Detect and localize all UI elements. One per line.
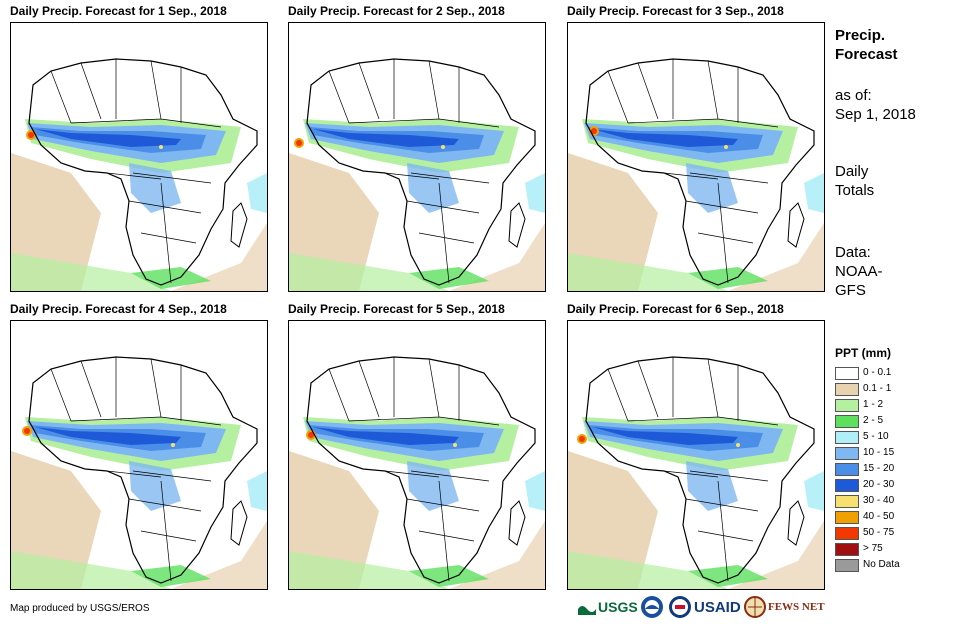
daily-line-2: Totals [835, 182, 875, 199]
legend-swatch [835, 399, 859, 412]
legend-swatch [835, 463, 859, 476]
fewsnet-logo-text: FEWS NET [768, 601, 825, 613]
legend-label: 0 - 0.1 [863, 367, 892, 378]
legend-item: 0.1 - 1 [835, 382, 965, 398]
data-line-1: Data: [835, 244, 871, 261]
usgs-wave-icon [578, 606, 596, 615]
legend-title: PPT (mm) [835, 346, 892, 360]
legend-item: 40 - 50 [835, 510, 965, 526]
legend-swatch [835, 415, 859, 428]
legend-label: 0.1 - 1 [863, 383, 892, 394]
legend-swatch [835, 367, 859, 380]
daily-line-1: Daily [835, 163, 869, 180]
forecast-map [567, 22, 825, 292]
usgs-logo-text: USGS [598, 599, 638, 615]
sidebar-heading: Precip. Forecast [835, 26, 898, 64]
panel-title: Daily Precip. Forecast for 4 Sep., 2018 [10, 302, 227, 316]
africa-map [11, 58, 267, 291]
legend-swatch [835, 511, 859, 524]
forecast-map [288, 22, 546, 292]
fewsnet-globe-icon [744, 596, 766, 618]
legend-item: > 75 [835, 542, 965, 558]
africa-map [289, 58, 545, 291]
legend-swatch [835, 495, 859, 508]
legend-item: 30 - 40 [835, 494, 965, 510]
legend-label: 10 - 15 [863, 447, 895, 458]
legend-swatch [835, 559, 859, 572]
panel-title: Daily Precip. Forecast for 6 Sep., 2018 [567, 302, 784, 316]
legend-swatch [835, 543, 859, 556]
forecast-map [10, 320, 268, 590]
forecast-map [10, 22, 268, 292]
forecast-map [288, 320, 546, 590]
legend-label: 30 - 40 [863, 495, 895, 506]
data-line-3: GFS [835, 282, 866, 299]
logo-strip: USGS USAID FEWS NET [578, 595, 828, 619]
usaid-logo-text: USAID [694, 598, 741, 616]
legend-item: 0 - 0.1 [835, 366, 965, 382]
legend-item: 10 - 15 [835, 446, 965, 462]
legend-item: 50 - 75 [835, 526, 965, 542]
africa-map [11, 356, 267, 589]
africa-map [289, 356, 545, 589]
legend-item: 1 - 2 [835, 398, 965, 414]
usgs-logo: USGS [578, 595, 638, 619]
sidebar-data-source: Data: NOAA- GFS [835, 243, 883, 300]
usaid-seal-icon [669, 596, 691, 618]
panel-title: Daily Precip. Forecast for 5 Sep., 2018 [288, 302, 505, 316]
legend-swatch [835, 383, 859, 396]
asof-date: Sep 1, 2018 [835, 106, 916, 123]
usaid-seal [668, 595, 692, 619]
legend-label: 20 - 30 [863, 479, 895, 490]
usaid-logo: USAID [694, 595, 741, 619]
map-credit: Map produced by USGS/EROS [10, 603, 150, 614]
legend-label: 50 - 75 [863, 527, 895, 538]
legend-swatch [835, 527, 859, 540]
sidebar-daily: Daily Totals [835, 162, 874, 200]
legend-item: 5 - 10 [835, 430, 965, 446]
legend-label: 5 - 10 [863, 431, 889, 442]
asof-line-1: as of: [835, 87, 872, 104]
heading-line-2: Forecast [835, 46, 898, 63]
legend-label: > 75 [863, 543, 883, 554]
legend-label: 15 - 20 [863, 463, 895, 474]
legend-item: 20 - 30 [835, 478, 965, 494]
panel-title: Daily Precip. Forecast for 1 Sep., 2018 [10, 4, 227, 18]
fewsnet-logo: FEWS NET [744, 595, 825, 619]
noaa-seal-icon [641, 596, 663, 618]
legend-swatch [835, 447, 859, 460]
legend-label: 40 - 50 [863, 511, 895, 522]
africa-map [568, 58, 824, 291]
forecast-map [567, 320, 825, 590]
legend-swatch [835, 431, 859, 444]
legend-label: 1 - 2 [863, 399, 884, 410]
panel-title: Daily Precip. Forecast for 3 Sep., 2018 [567, 4, 784, 18]
legend-label: 2 - 5 [863, 415, 884, 426]
noaa-logo [640, 595, 664, 619]
sidebar-asof: as of: Sep 1, 2018 [835, 86, 916, 124]
africa-map [568, 356, 824, 589]
panel-title: Daily Precip. Forecast for 2 Sep., 2018 [288, 4, 505, 18]
data-line-2: NOAA- [835, 263, 883, 280]
legend-item: No Data [835, 558, 965, 574]
legend-swatch [835, 479, 859, 492]
legend-item: 2 - 5 [835, 414, 965, 430]
heading-line-1: Precip. [835, 27, 886, 44]
legend-label: No Data [863, 559, 900, 570]
legend-item: 15 - 20 [835, 462, 965, 478]
